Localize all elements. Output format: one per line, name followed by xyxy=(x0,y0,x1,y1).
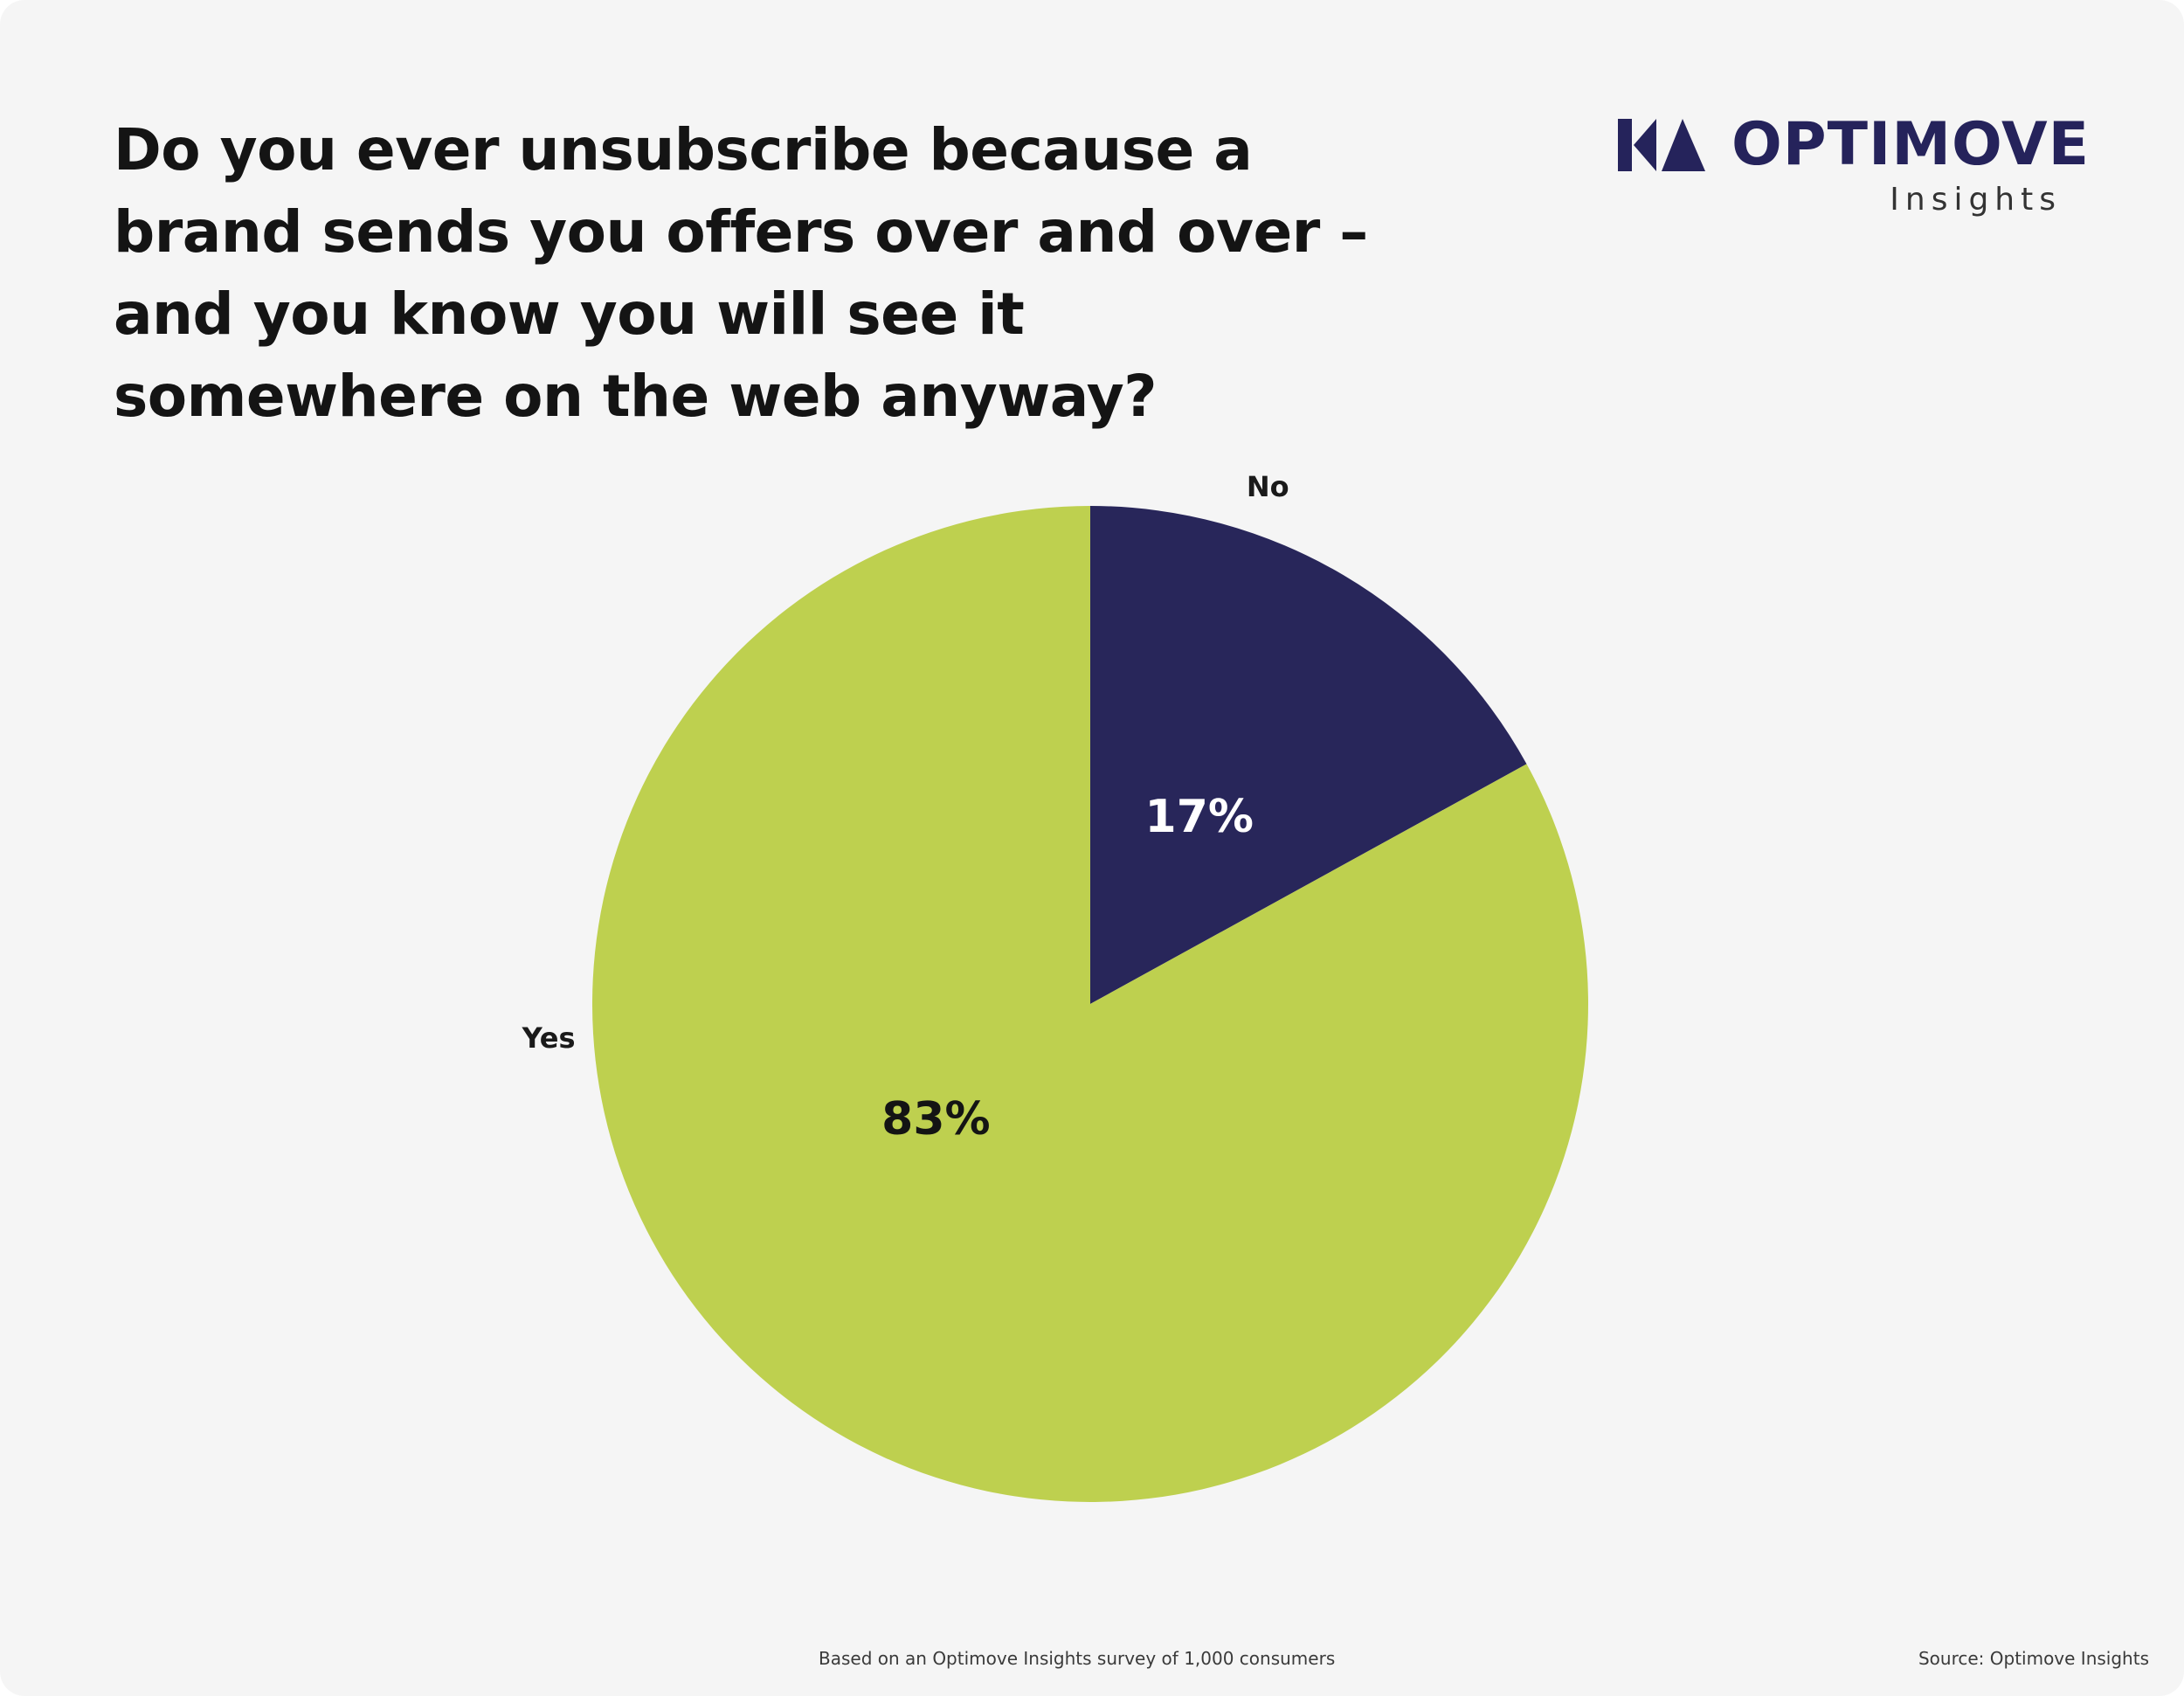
pie-slice-no xyxy=(1090,506,1527,1004)
footnote-right: Source: Optimove Insights xyxy=(1918,1648,2149,1669)
optimove-logo: OPTIMOVE Insights xyxy=(1618,110,2089,229)
footnote-left: Based on an Optimove Insights survey of … xyxy=(819,1648,1336,1669)
chart-title: Do you ever unsubscribe because a brand … xyxy=(114,116,1368,430)
logo-subtitle: Insights xyxy=(1890,182,2062,218)
logo-wordmark: OPTIMOVE xyxy=(1731,110,2091,179)
slice-category-label-no: No xyxy=(1247,470,1289,503)
optimove-mark-icon xyxy=(1618,119,1705,171)
slice-category-label-yes: Yes xyxy=(522,1021,576,1055)
pie-slice-yes xyxy=(592,506,1588,1502)
slice-value-label-yes: 83% xyxy=(881,1093,990,1146)
slice-value-label-no: 17% xyxy=(1145,791,1254,843)
